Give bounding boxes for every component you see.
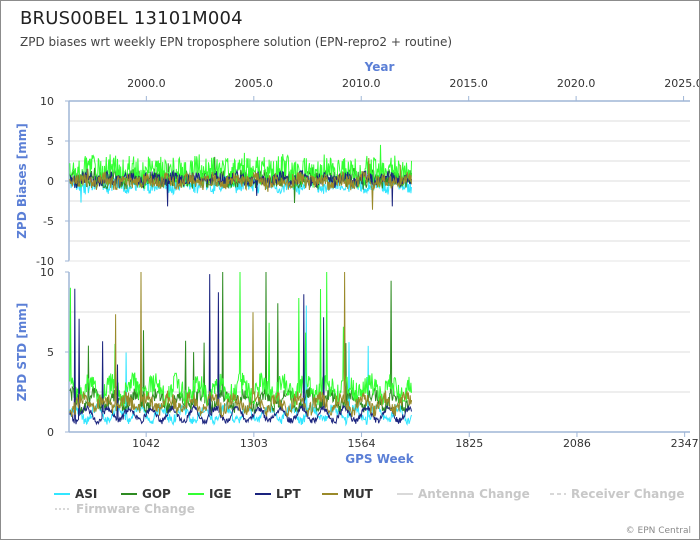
bottom-y-axis-label: ZPD STD [mm]: [15, 303, 29, 402]
legend-label-receiver-change: Receiver Change: [571, 487, 685, 501]
x-tick-label: 1825: [455, 437, 483, 450]
x-tick-label: 1303: [240, 437, 268, 450]
legend-label-ige: IGE: [209, 487, 232, 501]
series-lpt-std-line: [69, 274, 412, 426]
year-tick-label: 2015.0: [449, 77, 488, 90]
chart-subtitle: ZPD biases wrt weekly EPN troposphere so…: [20, 35, 453, 49]
x-axis-label: GPS Week: [345, 452, 415, 466]
year-tick-label: 2000.0: [127, 77, 166, 90]
series-mut-std-line: [69, 272, 412, 418]
x-tick-label: 2086: [563, 437, 591, 450]
bottom-y-tick-label: 0: [47, 426, 54, 439]
top-y-axis-label: ZPD Biases [mm]: [15, 123, 29, 239]
x-tick-label: 1564: [348, 437, 376, 450]
x-tick-label: 1042: [132, 437, 160, 450]
legend-label-antenna-change: Antenna Change: [418, 487, 530, 501]
top-y-tick-label: 5: [47, 135, 54, 148]
year-axis-label: Year: [364, 60, 395, 74]
series-gop-std-line: [69, 272, 412, 414]
year-tick-label: 2005.0: [235, 77, 274, 90]
top-y-tick-label: -5: [43, 215, 54, 228]
year-tick-label: 2020.0: [557, 77, 596, 90]
bottom-y-tick-label: 5: [47, 346, 54, 359]
bottom-y-tick-label: 10: [40, 266, 54, 279]
top-y-tick-label: 0: [47, 175, 54, 188]
top-y-tick-label: -10: [36, 255, 54, 268]
year-tick-label: 2010.0: [342, 77, 381, 90]
legend-label-lpt: LPT: [276, 487, 301, 501]
legend-label-firmware-change: Firmware Change: [76, 502, 195, 516]
credit-label: © EPN Central: [625, 526, 691, 536]
x-tick-label: 2347: [671, 437, 699, 450]
legend-label-mut: MUT: [343, 487, 374, 501]
top-y-tick-label: 10: [40, 95, 54, 108]
series-mut-bias-line: [69, 157, 412, 210]
legend-label-asi: ASI: [75, 487, 97, 501]
legend-label-gop: GOP: [142, 487, 171, 501]
series-ige-std-line: [69, 272, 412, 408]
year-tick-label: 2025.0: [664, 77, 699, 90]
chart-title: BRUS00BEL 13101M004: [20, 8, 243, 29]
